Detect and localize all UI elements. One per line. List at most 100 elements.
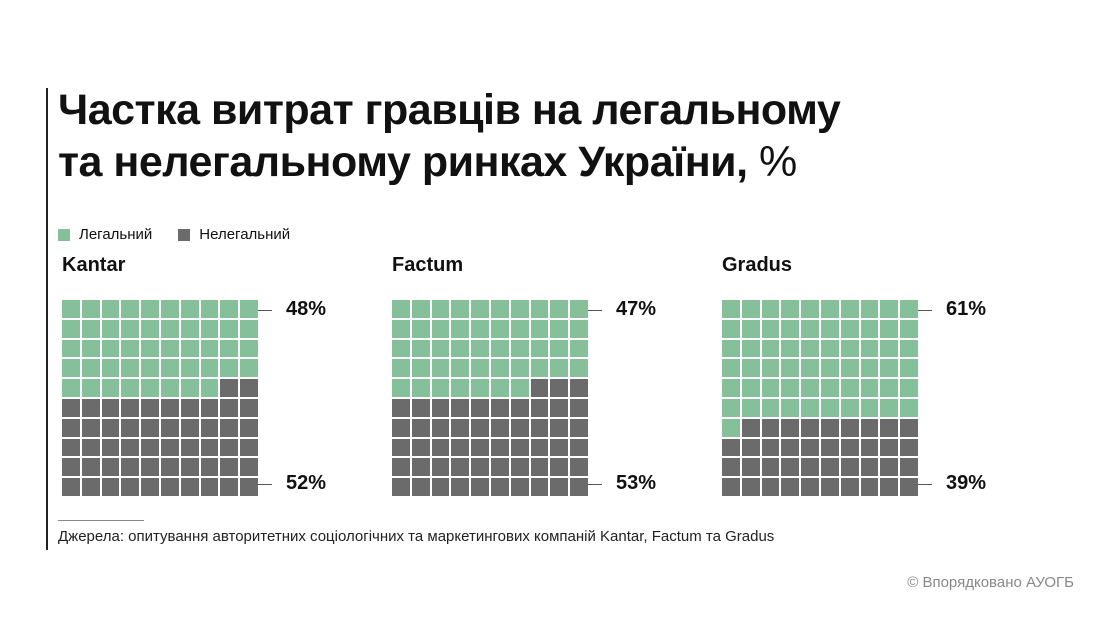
waffle-cell-legal <box>431 359 450 378</box>
waffle-cell-illegal <box>161 438 179 457</box>
illegal-share-label: 52% <box>286 472 327 494</box>
waffle-cell-legal <box>530 300 549 318</box>
title-accent-rule <box>46 88 48 550</box>
waffle-cell-illegal <box>530 418 549 437</box>
waffle-cell-illegal <box>240 458 258 477</box>
waffle-cell-legal <box>101 359 120 378</box>
waffle-cell-legal <box>62 379 80 397</box>
waffle-cell-legal <box>491 359 509 378</box>
waffle-cell-illegal <box>880 418 899 437</box>
waffle-cell-legal <box>821 300 839 318</box>
waffle-cell-legal <box>451 319 470 338</box>
waffle-cell-illegal <box>840 418 859 437</box>
waffle-cell-legal <box>510 300 529 318</box>
waffle-cell-illegal <box>141 399 159 417</box>
waffle-cell-legal <box>722 399 740 417</box>
waffle-cell-legal <box>62 339 80 358</box>
waffle-cell-illegal <box>141 458 159 477</box>
waffle-cell-legal <box>161 359 179 378</box>
waffle-cell-illegal <box>431 438 450 457</box>
waffle-cell-illegal <box>491 438 509 457</box>
waffle-cell-illegal <box>451 399 470 417</box>
legal-share-label: 48% <box>286 298 327 320</box>
waffle-cell-illegal <box>781 478 800 496</box>
waffle-grid <box>392 300 588 496</box>
waffle-cell-legal <box>761 379 780 397</box>
legend-item-illegal: Нелегальний <box>178 226 290 243</box>
waffle-cell-illegal <box>411 418 430 437</box>
waffle-cell-illegal <box>860 478 879 496</box>
waffle-cell-legal <box>200 339 219 358</box>
waffle-cell-illegal <box>101 478 120 496</box>
source-divider <box>58 520 144 521</box>
panel-title: Kantar <box>62 254 126 276</box>
waffle-cell-illegal <box>570 379 588 397</box>
waffle-cell-illegal <box>821 478 839 496</box>
waffle-cell-illegal <box>900 478 918 496</box>
waffle-cell-illegal <box>471 458 489 477</box>
illegal-share-label: 53% <box>616 472 657 494</box>
waffle-cell-legal <box>840 319 859 338</box>
waffle-cell-legal <box>240 339 258 358</box>
waffle-cell-legal <box>180 319 199 338</box>
waffle-cell-illegal <box>781 418 800 437</box>
waffle-cell-illegal <box>101 458 120 477</box>
waffle-cell-illegal <box>121 418 140 437</box>
waffle-cell-legal <box>451 359 470 378</box>
waffle-cell-legal <box>431 319 450 338</box>
waffle-cell-legal <box>801 359 819 378</box>
waffle-cell-legal <box>821 399 839 417</box>
waffle-cell-legal <box>200 379 219 397</box>
legal-share-label: 61% <box>946 298 987 320</box>
waffle-cell-legal <box>900 359 918 378</box>
waffle-cell-illegal <box>62 418 80 437</box>
waffle-cell-illegal <box>801 418 819 437</box>
waffle-cell-illegal <box>240 438 258 457</box>
waffle-cell-illegal <box>550 399 569 417</box>
waffle-cell-legal <box>840 359 859 378</box>
waffle-cell-illegal <box>101 399 120 417</box>
waffle-cell-legal <box>722 300 740 318</box>
legal-label-leader <box>918 310 932 311</box>
waffle-cell-illegal <box>510 399 529 417</box>
waffle-cell-illegal <box>900 458 918 477</box>
waffle-cell-illegal <box>141 418 159 437</box>
chart-title-line-2: та нелегальному ринках України, <box>58 138 748 186</box>
waffle-cell-illegal <box>240 379 258 397</box>
waffle-cell-legal <box>860 319 879 338</box>
waffle-cell-legal <box>880 319 899 338</box>
waffle-cell-legal <box>900 399 918 417</box>
waffle-cell-illegal <box>741 478 760 496</box>
waffle-cell-legal <box>101 379 120 397</box>
waffle-cell-illegal <box>860 438 879 457</box>
waffle-cell-legal <box>431 300 450 318</box>
waffle-cell-legal <box>471 359 489 378</box>
waffle-cell-legal <box>741 379 760 397</box>
waffle-cell-legal <box>821 379 839 397</box>
waffle-cell-illegal <box>880 478 899 496</box>
waffle-cell-illegal <box>62 438 80 457</box>
waffle-cell-legal <box>761 319 780 338</box>
legend-label-illegal: Нелегальний <box>199 226 291 243</box>
waffle-cell-legal <box>900 300 918 318</box>
waffle-cell-illegal <box>471 418 489 437</box>
waffle-cell-illegal <box>900 438 918 457</box>
waffle-cell-illegal <box>860 418 879 437</box>
chart-title-unit: % <box>759 138 797 186</box>
waffle-cell-legal <box>121 339 140 358</box>
waffle-cell-illegal <box>121 458 140 477</box>
waffle-cell-illegal <box>451 478 470 496</box>
waffle-cell-illegal <box>392 418 410 437</box>
waffle-cell-illegal <box>451 438 470 457</box>
waffle-cell-legal <box>161 300 179 318</box>
waffle-cell-legal <box>781 339 800 358</box>
waffle-cell-legal <box>220 339 239 358</box>
waffle-cell-legal <box>220 359 239 378</box>
waffle-cell-legal <box>880 359 899 378</box>
waffle-cell-illegal <box>510 478 529 496</box>
waffle-cell-legal <box>471 339 489 358</box>
waffle-cell-illegal <box>101 438 120 457</box>
waffle-cell-legal <box>451 339 470 358</box>
waffle-cell-legal <box>180 379 199 397</box>
waffle-cell-legal <box>900 319 918 338</box>
